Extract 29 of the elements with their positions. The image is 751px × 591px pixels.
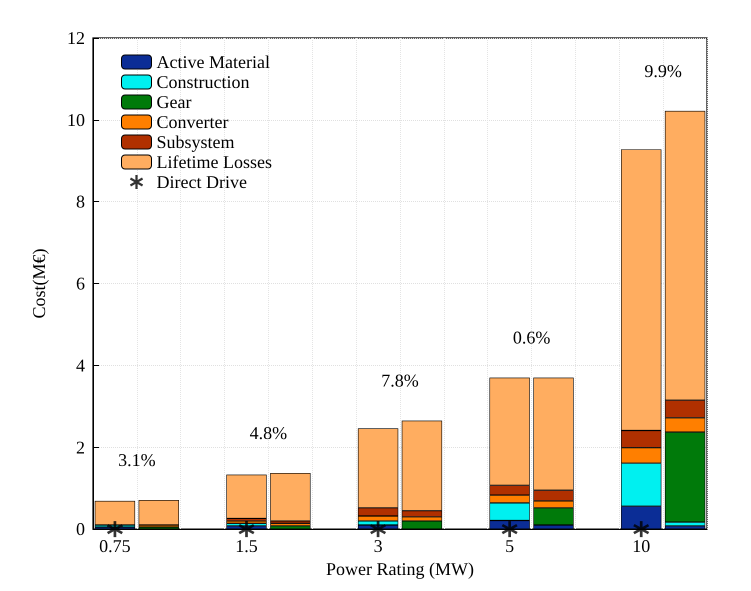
legend-label: Converter bbox=[156, 112, 228, 132]
y-tick-label: 8 bbox=[76, 192, 85, 212]
annotation: 4.8% bbox=[250, 423, 288, 444]
y-tick-label: 6 bbox=[76, 274, 85, 294]
bar bbox=[226, 474, 267, 518]
annotation: 3.1% bbox=[118, 450, 156, 470]
legend-label: Lifetime Losses bbox=[156, 152, 272, 172]
annotation: 7.8% bbox=[381, 370, 419, 391]
legend-label: Direct Drive bbox=[156, 172, 247, 192]
x-tick-label: 3 bbox=[374, 536, 383, 556]
legend-label: Subsystem bbox=[156, 132, 235, 152]
annotation: 9.9% bbox=[644, 60, 682, 81]
x-tick-label: 5 bbox=[505, 536, 514, 556]
legend-label: Active Material bbox=[156, 52, 270, 72]
x-axis-title: Power Rating (MW) bbox=[326, 559, 474, 579]
bar bbox=[270, 473, 311, 521]
annotation: 0.6% bbox=[512, 328, 550, 348]
y-tick-label: 10 bbox=[67, 110, 85, 130]
x-tick-label: 1.5 bbox=[235, 536, 258, 556]
x-tick-label: 0.75 bbox=[99, 536, 131, 556]
y-tick-label: 2 bbox=[76, 437, 85, 458]
y-tick-label: 4 bbox=[76, 355, 85, 376]
x-tick-label: 10 bbox=[632, 536, 650, 556]
y-tick-label: 12 bbox=[67, 28, 85, 48]
y-axis-title: Cost(M€) bbox=[29, 248, 49, 319]
legend-label: Gear bbox=[156, 92, 192, 112]
bar bbox=[138, 500, 179, 526]
legend-label: Construction bbox=[156, 72, 250, 92]
y-tick-label: 0 bbox=[76, 519, 85, 540]
